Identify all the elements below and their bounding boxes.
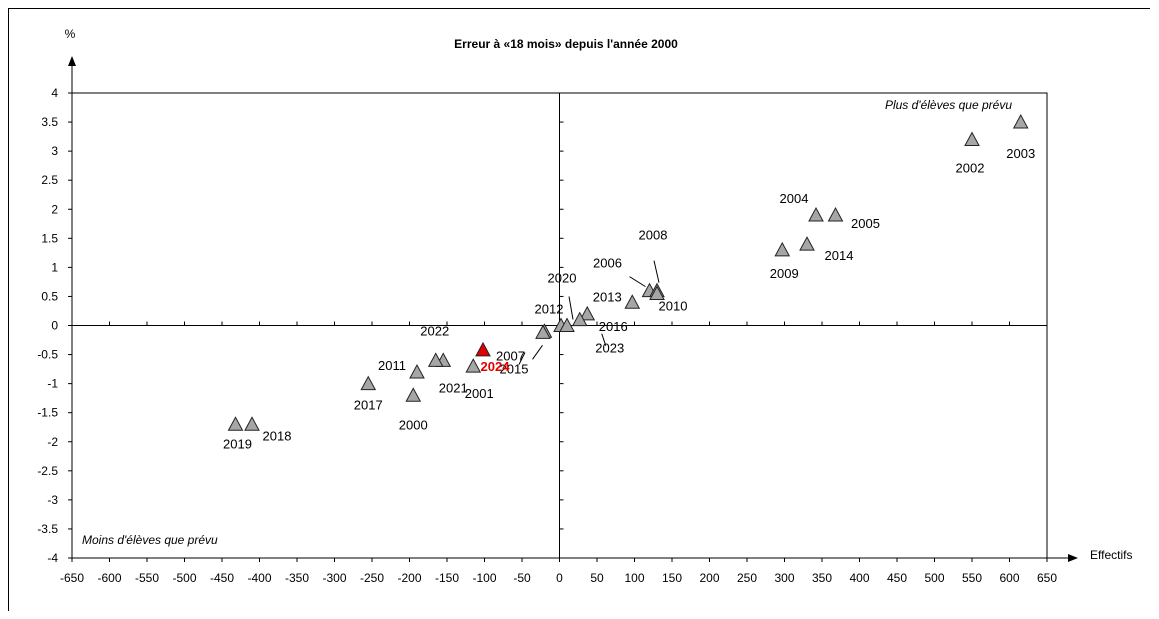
x-tick-label: -650 — [60, 571, 84, 585]
y-tick-label: -2 — [47, 435, 58, 449]
data-point-2003 — [1014, 115, 1028, 128]
x-tick-label: -300 — [322, 571, 346, 585]
data-point-2017 — [361, 377, 375, 390]
leader-line-2006 — [630, 277, 646, 287]
x-tick-label: -50 — [513, 571, 531, 585]
x-tick-label: -550 — [135, 571, 159, 585]
point-label-2000: 2000 — [399, 417, 428, 432]
y-tick-label: 1.5 — [41, 231, 58, 245]
data-point-2024 — [476, 343, 490, 356]
x-tick-label: 50 — [590, 571, 604, 585]
point-label-2004: 2004 — [780, 191, 809, 206]
x-tick-label: 150 — [662, 571, 682, 585]
annotation-more-students: Plus d'élèves que prévu — [885, 98, 1012, 112]
point-label-2021: 2021 — [439, 380, 468, 395]
annotation-fewer-students: Moins d'élèves que prévu — [82, 533, 218, 547]
point-label-2012: 2012 — [535, 302, 564, 317]
point-label-2022: 2022 — [420, 323, 449, 338]
y-tick-label: 4 — [51, 86, 58, 100]
point-label-2010: 2010 — [659, 299, 688, 314]
y-axis-label: % — [65, 27, 76, 41]
x-tick-label: -500 — [172, 571, 196, 585]
point-label-2024: 2024 — [481, 359, 511, 374]
x-tick-label: 550 — [962, 571, 982, 585]
x-tick-label: 650 — [1037, 571, 1057, 585]
x-tick-label: 450 — [887, 571, 907, 585]
point-label-2013: 2013 — [593, 289, 622, 304]
point-label-2017: 2017 — [354, 398, 383, 413]
x-tick-label: -150 — [435, 571, 459, 585]
x-tick-label: 500 — [924, 571, 944, 585]
point-label-2008: 2008 — [639, 228, 668, 243]
point-label-2018: 2018 — [263, 428, 292, 443]
x-tick-label: 300 — [774, 571, 794, 585]
x-tick-label: -400 — [247, 571, 271, 585]
point-label-2014: 2014 — [825, 248, 854, 263]
y-tick-label: -2.5 — [37, 464, 58, 478]
y-tick-label: -1.5 — [37, 406, 58, 420]
x-tick-label: 0 — [556, 571, 563, 585]
leader-line-2007 — [533, 345, 543, 359]
point-label-2001: 2001 — [465, 386, 494, 401]
x-tick-label: -200 — [397, 571, 421, 585]
y-tick-label: 2.5 — [41, 173, 58, 187]
y-tick-label: 2 — [51, 202, 58, 216]
x-tick-label: 350 — [812, 571, 832, 585]
data-point-2009 — [775, 243, 789, 256]
y-tick-label: 3 — [51, 144, 58, 158]
y-tick-label: 3.5 — [41, 115, 58, 129]
y-tick-label: -3.5 — [37, 522, 58, 536]
data-point-2005 — [829, 208, 843, 221]
point-label-2005: 2005 — [851, 216, 880, 231]
data-point-2002 — [965, 133, 979, 146]
leader-line-2008 — [654, 261, 659, 283]
leader-line-2020 — [569, 297, 573, 320]
point-label-2002: 2002 — [956, 161, 985, 176]
x-axis-arrow-head — [1068, 554, 1078, 562]
y-tick-label: -4 — [47, 551, 58, 565]
y-axis-arrow-head — [68, 56, 76, 66]
point-label-2016: 2016 — [599, 319, 628, 334]
data-point-2018 — [245, 417, 259, 430]
x-tick-label: -350 — [285, 571, 309, 585]
data-point-2001 — [466, 359, 480, 372]
x-tick-label: 200 — [699, 571, 719, 585]
point-label-2003: 2003 — [1006, 146, 1035, 161]
point-label-2019: 2019 — [223, 436, 252, 451]
data-point-2014 — [800, 237, 814, 250]
point-label-2006: 2006 — [593, 256, 622, 271]
y-tick-label: -1 — [47, 377, 58, 391]
point-label-2020: 2020 — [548, 271, 577, 286]
data-point-2000 — [406, 388, 420, 401]
x-tick-label: 600 — [999, 571, 1019, 585]
point-label-2023: 2023 — [595, 341, 624, 356]
chart-title: Erreur à «18 mois» depuis l'année 2000 — [454, 37, 678, 51]
x-tick-label: 250 — [737, 571, 757, 585]
x-tick-label: -100 — [472, 571, 496, 585]
y-tick-label: -3 — [47, 493, 58, 507]
x-tick-label: 100 — [624, 571, 644, 585]
x-axis-label: Effectifs — [1090, 548, 1132, 562]
y-tick-label: -0.5 — [37, 348, 58, 362]
point-label-2009: 2009 — [770, 266, 799, 281]
y-tick-label: 0.5 — [41, 289, 58, 303]
x-tick-label: -600 — [97, 571, 121, 585]
data-point-2019 — [229, 417, 243, 430]
y-tick-label: 1 — [51, 260, 58, 274]
x-tick-label: -450 — [210, 571, 234, 585]
data-point-2013 — [625, 295, 639, 308]
x-tick-label: 400 — [849, 571, 869, 585]
y-tick-label: 0 — [51, 319, 58, 333]
data-point-2004 — [809, 208, 823, 221]
data-point-2011 — [410, 365, 424, 378]
x-tick-label: -250 — [360, 571, 384, 585]
point-label-2011: 2011 — [378, 358, 406, 373]
